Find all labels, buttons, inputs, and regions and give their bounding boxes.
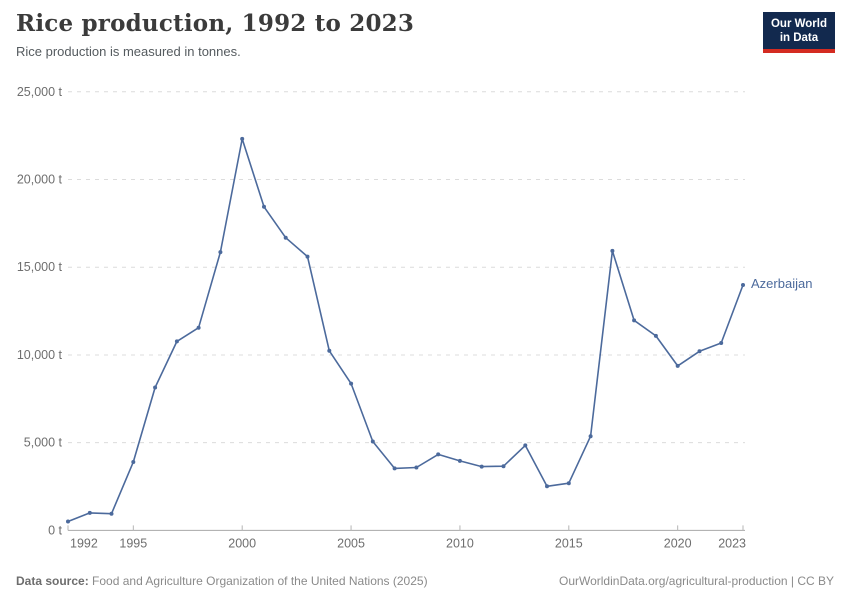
x-tick-label: 2010 [446,536,474,550]
y-tick-label: 5,000 t [24,436,63,450]
data-point[interactable] [632,318,637,323]
y-tick-label: 15,000 t [17,260,63,274]
data-point[interactable] [523,443,528,448]
data-point[interactable] [240,136,245,141]
data-point[interactable] [545,484,549,489]
owid-logo-line1: Our World [770,18,827,30]
attribution: OurWorldinData.org/agricultural-producti… [559,574,834,588]
data-point[interactable] [153,385,158,390]
data-point[interactable] [675,363,680,368]
data-point[interactable] [501,464,506,469]
data-point[interactable] [588,434,593,439]
x-tick-label: 2015 [555,536,583,550]
data-series-azerbaijan[interactable] [66,136,745,524]
owid-logo[interactable]: Our World in Data [762,12,835,53]
data-source-text: Food and Agriculture Organization of the… [88,574,428,588]
data-point[interactable] [457,458,462,463]
data-point[interactable] [349,381,354,386]
y-gridlines [68,91,745,444]
data-point[interactable] [66,519,70,524]
data-point[interactable] [697,349,702,354]
data-point[interactable] [262,204,266,209]
data-point[interactable] [196,325,201,330]
data-point[interactable] [414,465,419,470]
data-point[interactable] [392,466,397,471]
y-axis-labels: 0 t 5,000 t 10,000 t 15,000 t 20,000 t 25,000… [17,85,63,538]
x-tick-label: 2020 [664,536,692,550]
data-point[interactable] [370,439,375,444]
y-tick-label: 0 t [48,523,62,537]
data-point[interactable] [566,481,571,486]
x-tick-label: 1995 [119,536,147,550]
data-source: Data source: Food and Agriculture Organi… [16,574,428,588]
x-tick-label: 2005 [337,536,365,550]
x-axis [67,525,745,531]
data-point[interactable] [653,333,658,338]
data-point[interactable] [87,510,92,515]
owid-logo-line2: in Data [779,32,819,45]
x-tick-label: 2023 [718,536,746,550]
data-point[interactable] [218,250,223,255]
data-point[interactable] [327,348,332,353]
data-point[interactable] [719,341,724,345]
x-axis-labels: 1992 1995 2000 2005 2010 2015 2020 2023 [70,536,746,550]
data-line[interactable] [67,138,744,523]
x-tick-label: 2000 [228,536,256,550]
data-point[interactable] [283,235,288,240]
data-source-label: Data source: [16,574,89,588]
data-point[interactable] [305,254,310,259]
data-point[interactable] [436,452,441,457]
data-point[interactable] [131,460,136,464]
chart-subtitle: Rice production is measured in tonnes. [16,44,241,59]
y-tick-label: 25,000 t [17,85,63,99]
owid-url-link[interactable]: OurWorldinData.org/agricultural-producti… [558,574,834,588]
series-label-azerbaijan[interactable]: Azerbaijan [751,275,813,291]
data-point[interactable] [109,511,114,516]
y-tick-label: 10,000 t [17,348,63,362]
data-point[interactable] [610,248,615,253]
chart-title: Rice production, 1992 to 2023 [16,10,415,37]
data-point[interactable] [741,283,745,287]
x-tick-label: 1992 [70,536,98,550]
data-point[interactable] [174,339,179,344]
y-tick-label: 20,000 t [17,173,63,187]
data-point[interactable] [479,464,484,469]
chart-footer: Data source: Food and Agriculture Organi… [16,574,834,588]
